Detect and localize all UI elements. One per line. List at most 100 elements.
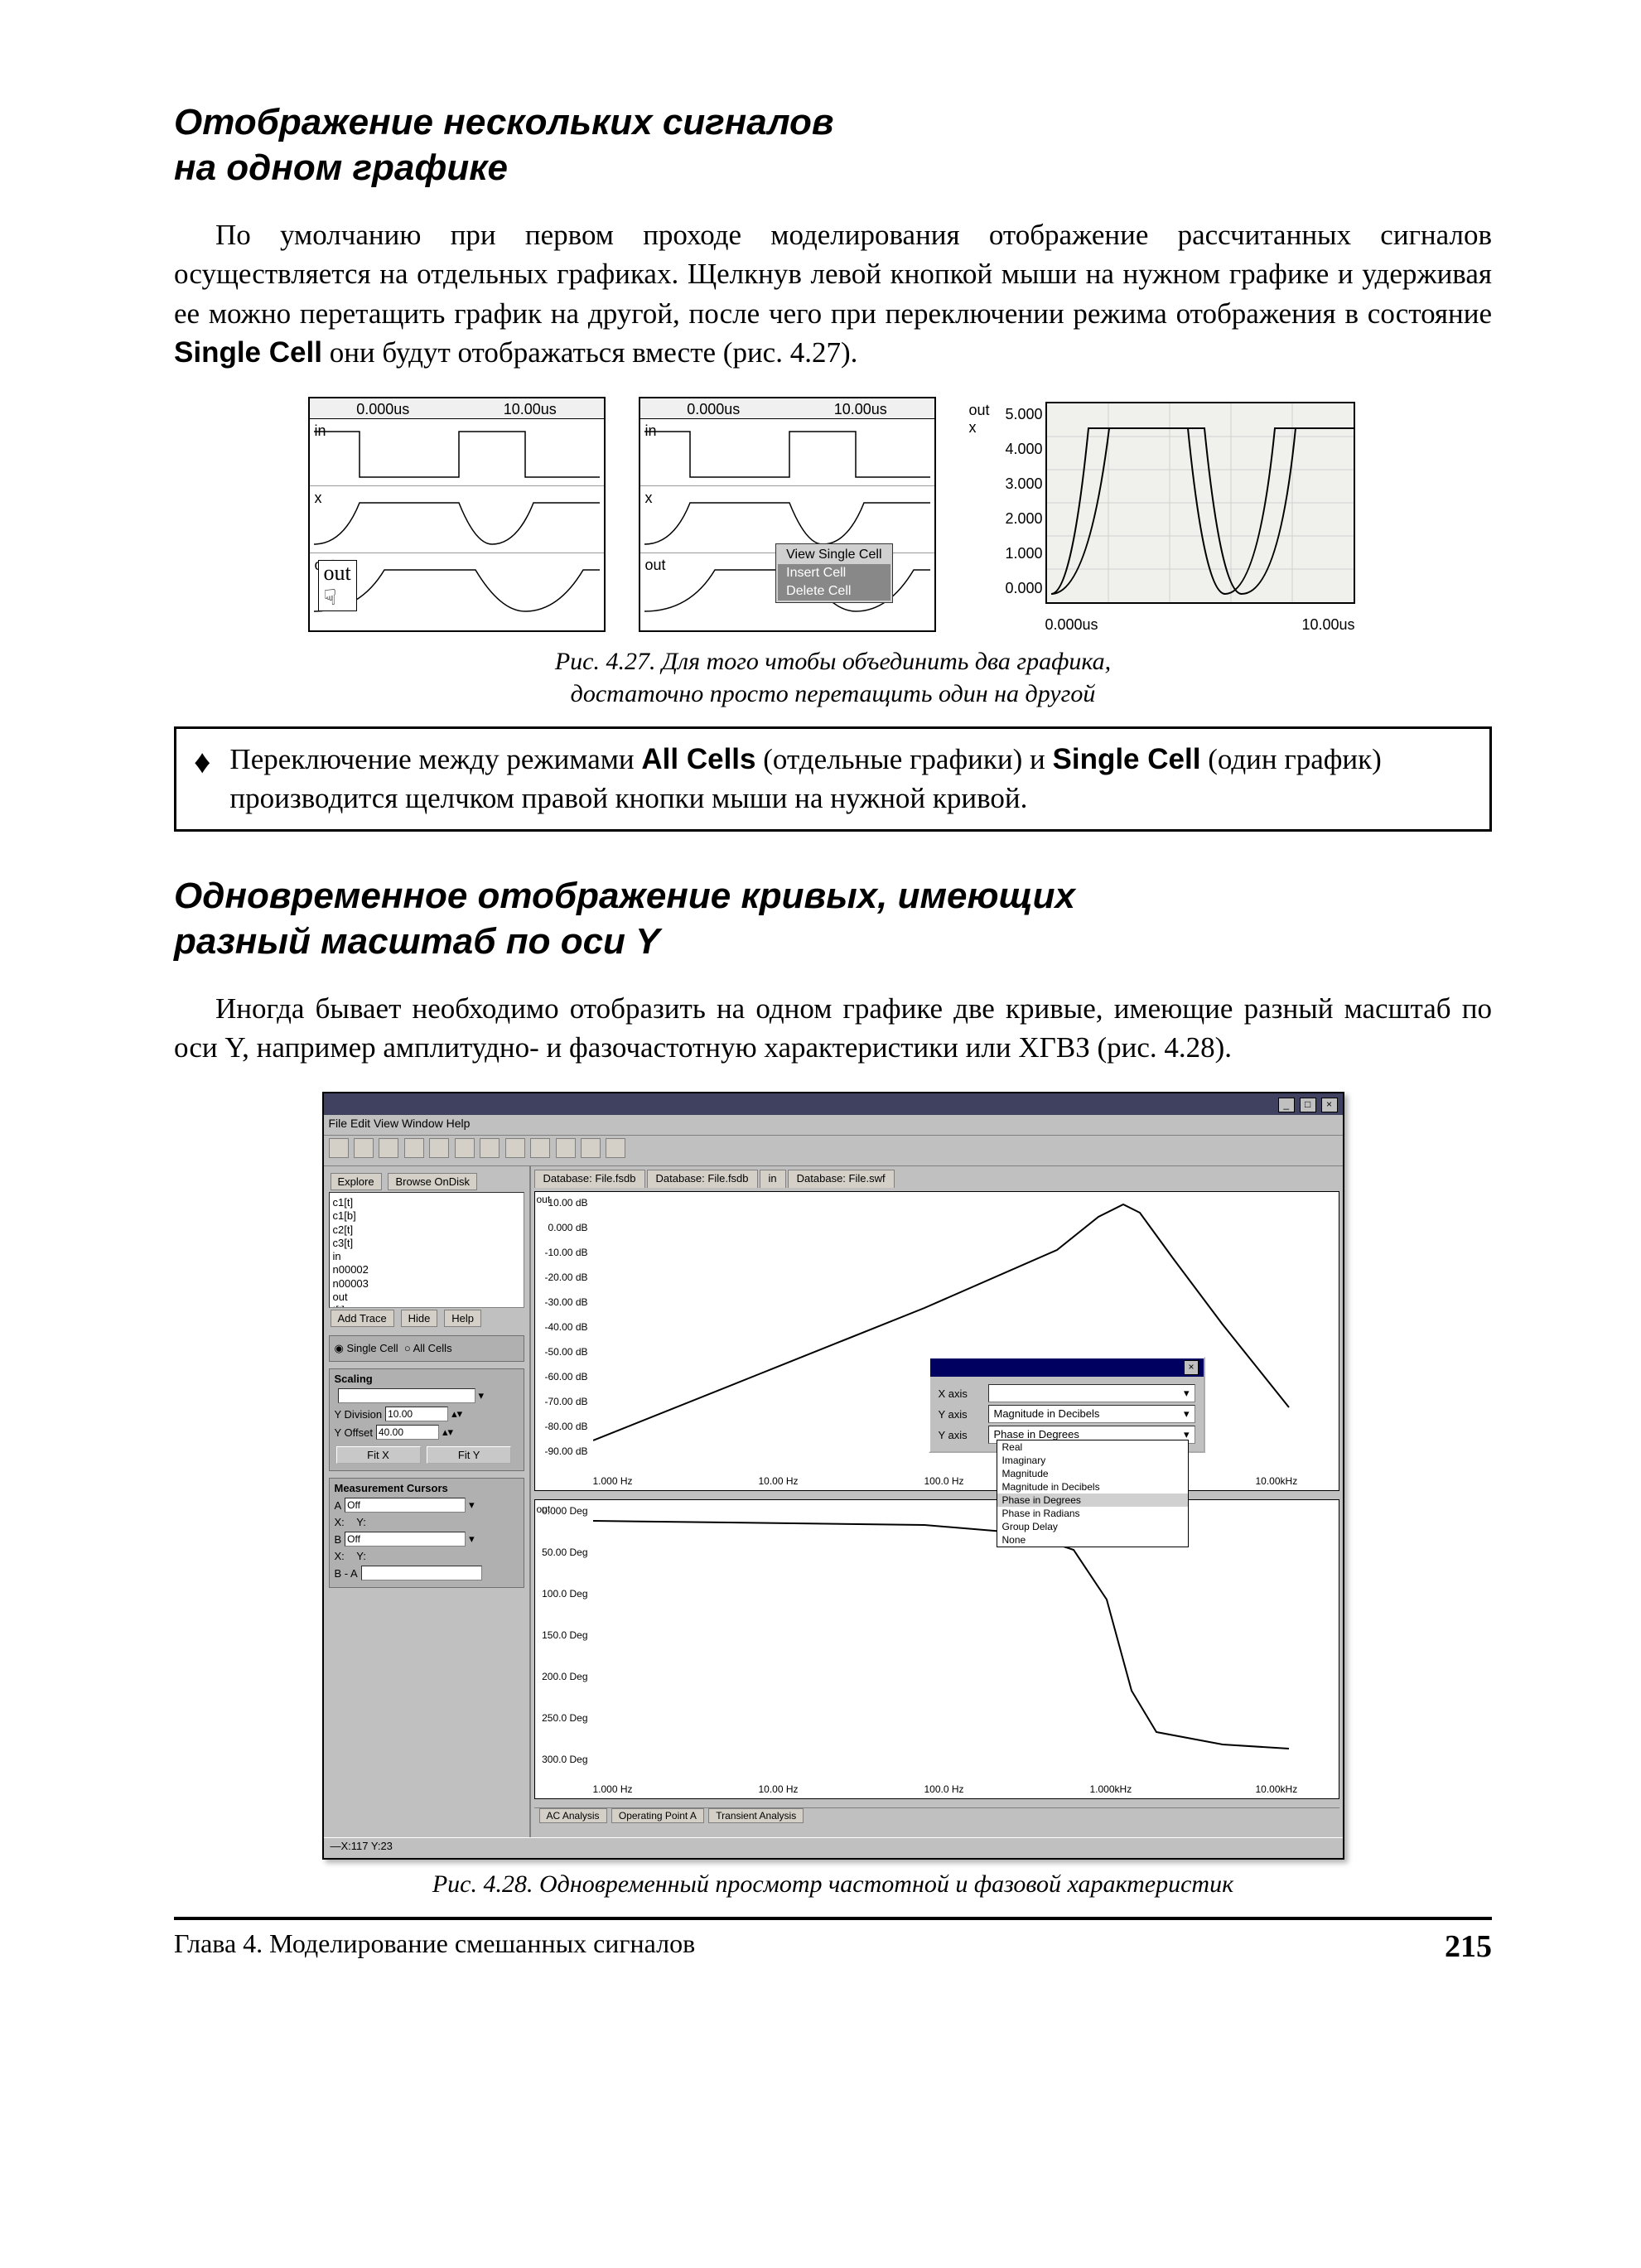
list-item[interactable]: n00002 xyxy=(333,1263,520,1276)
tab[interactable]: Database: File.swf xyxy=(788,1170,895,1188)
yoff-input[interactable] xyxy=(376,1425,439,1440)
option[interactable]: Magnitude in Decibels xyxy=(997,1480,1188,1494)
fig27c-xaxis: 0.000us 10.00us xyxy=(1045,616,1355,634)
term-single-cell: Single Cell xyxy=(174,336,322,369)
toolbar-btn[interactable] xyxy=(556,1138,576,1158)
fig27-caption: Рис. 4.27. Для того чтобы объединить два… xyxy=(174,645,1492,710)
fig27-panel-a: 0.000us 10.00us in x out out☟ xyxy=(308,397,606,632)
option[interactable]: None xyxy=(997,1533,1188,1547)
dropdown-icon[interactable]: ▾ xyxy=(1184,1407,1190,1421)
option[interactable]: Phase in Radians xyxy=(997,1507,1188,1520)
fig27-panel-b: 0.000us 10.00us in x out View Single Cel… xyxy=(639,397,936,632)
fitx-button[interactable]: Fit X xyxy=(336,1446,421,1464)
list-item[interactable]: in xyxy=(333,1250,520,1263)
menu-view-single-cell[interactable]: View Single Cell xyxy=(778,546,890,564)
section2-paragraph: Иногда бывает необходимо отобразить на о… xyxy=(174,989,1492,1068)
cursor-a-input[interactable] xyxy=(345,1498,466,1513)
toolbar-btn[interactable] xyxy=(455,1138,475,1158)
list-item[interactable]: c3[t] xyxy=(333,1237,520,1250)
fig27-a-ruler: 0.000us 10.00us xyxy=(310,398,604,419)
tab[interactable]: Database: File.fsdb xyxy=(534,1170,645,1188)
figure-4-27: 0.000us 10.00us in x out out☟ 0.000us 10… xyxy=(174,397,1492,637)
dropdown-icon[interactable]: ▾ xyxy=(479,1389,485,1402)
minimize-icon[interactable]: _ xyxy=(1278,1098,1295,1112)
hide-button[interactable]: Hide xyxy=(401,1310,438,1327)
option[interactable]: Group Delay xyxy=(997,1520,1188,1533)
chapter-label: Глава 4. Моделирование смешанных сигнало… xyxy=(174,1928,695,1965)
fity-button[interactable]: Fit Y xyxy=(427,1446,511,1464)
ydiv-input[interactable] xyxy=(385,1407,448,1421)
menu-insert-cell[interactable]: Insert Cell xyxy=(778,564,890,582)
toolbar-btn[interactable] xyxy=(379,1138,398,1158)
toolbar-btn[interactable] xyxy=(480,1138,500,1158)
toolbar-btn[interactable] xyxy=(606,1138,625,1158)
section1-heading: Отображение нескольких сигналов на одном… xyxy=(174,99,1492,191)
list-item[interactable]: n00003 xyxy=(333,1277,520,1291)
window-titlebar: _ □ × xyxy=(324,1093,1343,1115)
list-item[interactable]: c1[b] xyxy=(333,1209,520,1223)
dropdown-list[interactable]: Real Imaginary Magnitude Magnitude in De… xyxy=(997,1440,1189,1547)
axis-settings-dialog[interactable]: × X axis▾ Y axisMagnitude in Decibels▾ Y… xyxy=(929,1357,1205,1453)
option-selected[interactable]: Phase in Degrees xyxy=(997,1494,1188,1507)
cursor-ba-input[interactable] xyxy=(361,1566,482,1580)
list-item[interactable]: c1[t] xyxy=(333,1196,520,1209)
fig27c-plot xyxy=(1045,402,1355,604)
toolbar-btn[interactable] xyxy=(581,1138,601,1158)
popup-titlebar: × xyxy=(930,1358,1204,1377)
term-single-cell-2: Single Cell xyxy=(1053,743,1201,775)
mode-group: ◉ Single Cell ○ All Cells xyxy=(329,1335,524,1362)
context-menu[interactable]: View Single Cell Insert Cell Delete Cell xyxy=(775,543,892,603)
single-cell-radio[interactable]: ◉ Single Cell ○ All Cells xyxy=(335,1342,519,1355)
explore-button[interactable]: Explore xyxy=(331,1173,382,1190)
help-button[interactable]: Help xyxy=(444,1310,481,1327)
fig27-b-ruler: 0.000us 10.00us xyxy=(640,398,934,419)
fig27-a-row-x: x xyxy=(310,486,604,553)
menubar[interactable]: File Edit View Window Help xyxy=(324,1115,1343,1136)
toolbar-btn[interactable] xyxy=(429,1138,449,1158)
toolbar-btn[interactable] xyxy=(505,1138,525,1158)
option[interactable]: Real xyxy=(997,1440,1188,1454)
toolbar-btn[interactable] xyxy=(354,1138,374,1158)
fig27-a-row-out: out out☟ xyxy=(310,553,604,620)
note-box: ♦ Переключение между режимами All Cells … xyxy=(174,726,1492,832)
page-number: 215 xyxy=(1445,1928,1492,1965)
dropdown-icon[interactable]: ▾ xyxy=(469,1498,475,1512)
maximize-icon[interactable]: □ xyxy=(1300,1098,1316,1112)
fig27-a-row-in: in xyxy=(310,419,604,486)
spinner-icon[interactable]: ▴▾ xyxy=(442,1426,453,1439)
fig27-b-row-out: out View Single Cell Insert Cell Delete … xyxy=(640,553,934,620)
option[interactable]: Imaginary xyxy=(997,1454,1188,1467)
section2-heading: Одновременное отображение кривых, имеющи… xyxy=(174,873,1492,964)
tab[interactable]: in xyxy=(760,1170,786,1188)
browse-button[interactable]: Browse OnDisk xyxy=(388,1173,477,1190)
menu-delete-cell[interactable]: Delete Cell xyxy=(778,582,890,601)
page-footer: Глава 4. Моделирование смешанных сигнало… xyxy=(174,1917,1492,1965)
tab[interactable]: Database: File.fsdb xyxy=(647,1170,758,1188)
dropdown-icon[interactable]: ▾ xyxy=(1184,1387,1190,1400)
xaxis-select[interactable]: ▾ xyxy=(988,1384,1195,1402)
tab-ac[interactable]: AC Analysis xyxy=(539,1808,607,1823)
yaxis1-select[interactable]: Magnitude in Decibels▾ xyxy=(988,1405,1195,1423)
close-icon[interactable]: × xyxy=(1321,1098,1338,1112)
add-trace-button[interactable]: Add Trace xyxy=(331,1310,394,1327)
toolbar-btn[interactable] xyxy=(329,1138,349,1158)
spinner-icon[interactable]: ▴▾ xyxy=(451,1407,462,1421)
window-buttons[interactable]: _ □ × xyxy=(1277,1097,1338,1112)
popup-close-icon[interactable]: × xyxy=(1184,1360,1198,1375)
scaling-group: Scaling ▾ Y Division▴▾ Y Offset▴▾ Fit X … xyxy=(329,1368,524,1471)
tab-op[interactable]: Operating Point A xyxy=(611,1808,704,1823)
tab-tran[interactable]: Transient Analysis xyxy=(708,1808,804,1823)
cursor-b-input[interactable] xyxy=(345,1532,466,1547)
toolbar-btn[interactable] xyxy=(404,1138,424,1158)
list-item[interactable]: c2[t] xyxy=(333,1223,520,1237)
bottom-tabs[interactable]: AC Analysis Operating Point A Transient … xyxy=(534,1807,1339,1830)
list-item[interactable]: out xyxy=(333,1291,520,1304)
option[interactable]: Magnitude xyxy=(997,1467,1188,1480)
toolbar[interactable] xyxy=(324,1136,1343,1166)
toolbar-btn[interactable] xyxy=(530,1138,550,1158)
scaling-combo[interactable] xyxy=(338,1388,475,1403)
dropdown-icon[interactable]: ▾ xyxy=(469,1532,475,1546)
top-tabs[interactable]: Database: File.fsdb Database: File.fsdb … xyxy=(534,1170,1339,1188)
signal-list[interactable]: c1[t] c1[b] c2[t] c3[t] in n00002 n00003… xyxy=(329,1192,524,1308)
fig28-caption: Рис. 4.28. Одновременный просмотр частот… xyxy=(174,1868,1492,1900)
